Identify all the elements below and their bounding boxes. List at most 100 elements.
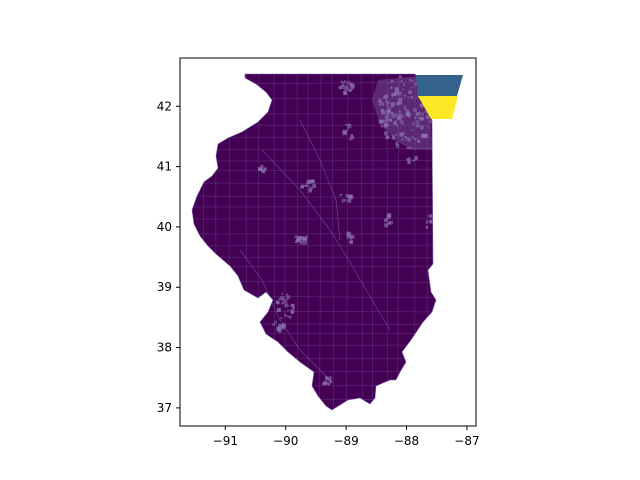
urban-cell <box>405 137 410 141</box>
urban-cell <box>353 84 356 87</box>
urban-cell <box>350 134 353 137</box>
urban-cell <box>290 303 294 307</box>
urban-cell <box>397 113 403 119</box>
urban-cell <box>281 302 284 305</box>
river-line <box>239 249 331 381</box>
urban-cell <box>278 297 281 300</box>
boundary-line <box>397 74 400 410</box>
urban-cell <box>395 133 398 136</box>
boundary-line <box>192 409 436 410</box>
urban-cell <box>424 110 428 113</box>
urban-cell <box>380 125 383 128</box>
y-axis-ticks: 37 38 39 40 41 42 <box>157 99 180 415</box>
urban-cell <box>402 88 405 91</box>
urban-cell <box>272 322 276 326</box>
urban-cell <box>398 110 401 113</box>
urban-cell <box>288 315 292 319</box>
urban-cell <box>410 95 414 99</box>
urban-cell <box>305 235 308 238</box>
urban-cell <box>386 213 392 218</box>
urban-cell <box>391 93 395 97</box>
lake-region-lower <box>418 96 458 119</box>
urban-cell <box>287 309 290 312</box>
urban-cell <box>346 80 350 85</box>
urban-cell <box>384 117 390 122</box>
urban-cell <box>411 122 415 125</box>
urban-cell <box>404 108 407 111</box>
x-tick-label: −91 <box>213 434 238 448</box>
urban-cell <box>387 221 391 225</box>
urban-cell <box>395 141 399 145</box>
urban-cell <box>277 329 282 333</box>
urban-cell <box>395 144 400 148</box>
urban-cell <box>394 120 397 123</box>
urban-cell <box>384 114 389 119</box>
urban-cell <box>344 87 349 92</box>
urban-cell <box>338 86 342 90</box>
urban-cell <box>345 85 349 89</box>
lake-region-upper <box>416 75 463 96</box>
urban-cell <box>415 112 420 116</box>
urban-cell <box>350 135 354 140</box>
urban-cell <box>287 305 290 307</box>
x-tick-label: −87 <box>454 434 479 448</box>
urban-cell <box>394 113 398 117</box>
urban-cell <box>343 130 347 134</box>
urban-cell <box>429 214 434 218</box>
urban-cell <box>397 99 403 104</box>
urban-cell <box>385 135 390 140</box>
urban-cell <box>304 238 307 241</box>
boundary-line <box>192 148 436 151</box>
urban-cell <box>328 377 332 381</box>
urban-cell <box>394 122 397 125</box>
urban-cell <box>378 103 380 106</box>
urban-cell <box>390 80 393 83</box>
urban-cell <box>389 220 394 225</box>
urban-cell <box>386 215 391 220</box>
urban-cell <box>403 107 406 109</box>
urban-cell <box>418 116 422 120</box>
urban-cell <box>341 198 346 203</box>
urban-cell <box>399 97 403 101</box>
y-tick-label: 39 <box>157 280 172 294</box>
urban-cell <box>391 111 394 115</box>
urban-cell <box>350 235 355 239</box>
urban-cell <box>417 139 421 143</box>
urban-cell <box>349 240 353 244</box>
urban-cell <box>391 136 395 140</box>
urban-cell <box>402 83 406 86</box>
urban-cell <box>348 194 354 200</box>
boundary-line <box>192 256 436 259</box>
urban-cell <box>381 110 386 115</box>
urban-cell <box>430 214 433 217</box>
urban-cell <box>399 102 402 105</box>
urban-cell <box>399 75 402 79</box>
urban-cell <box>346 234 352 239</box>
urban-cell <box>345 199 347 202</box>
urban-cell <box>415 119 420 124</box>
urban-cell <box>284 314 287 317</box>
urban-cell <box>408 146 412 150</box>
urban-cell <box>347 127 350 130</box>
urban-cell <box>425 226 429 229</box>
urban-cell <box>428 126 431 129</box>
urban-cell <box>407 116 410 119</box>
urban-cell <box>380 108 384 113</box>
boundary-line <box>192 168 436 172</box>
map-axes <box>191 73 463 411</box>
urban-cell <box>329 380 333 384</box>
urban-cell <box>407 113 411 117</box>
x-tick-label: −90 <box>273 434 298 448</box>
urban-cell <box>420 117 424 120</box>
urban-cell <box>378 99 382 103</box>
urban-cell <box>348 137 352 141</box>
urban-cell <box>390 86 393 89</box>
urban-cell <box>414 138 417 141</box>
urban-cell <box>309 189 312 192</box>
urban-cell <box>346 231 350 235</box>
urban-cell <box>390 105 394 108</box>
urban-cell <box>349 237 353 240</box>
urban-cell <box>312 184 317 188</box>
urban-cell <box>283 301 286 303</box>
urban-cell <box>428 119 434 124</box>
